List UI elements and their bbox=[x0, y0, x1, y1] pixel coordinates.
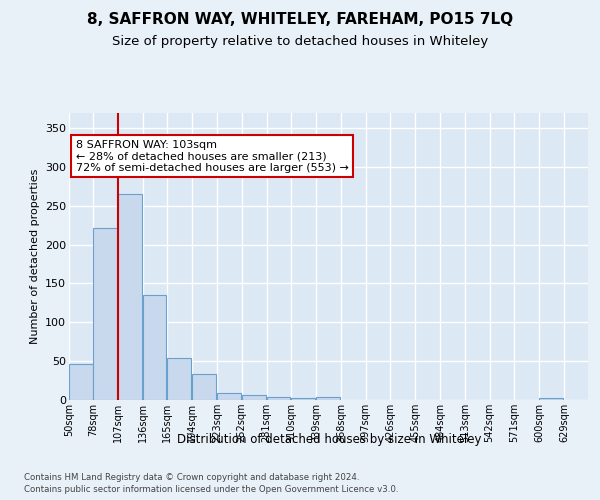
Bar bbox=[242, 396, 266, 400]
Y-axis label: Number of detached properties: Number of detached properties bbox=[29, 168, 40, 344]
Text: Distribution of detached houses by size in Whiteley: Distribution of detached houses by size … bbox=[176, 432, 481, 446]
Bar bbox=[316, 397, 340, 400]
Text: Size of property relative to detached houses in Whiteley: Size of property relative to detached ho… bbox=[112, 35, 488, 48]
Bar bbox=[539, 398, 563, 400]
Text: Contains HM Land Registry data © Crown copyright and database right 2024.: Contains HM Land Registry data © Crown c… bbox=[24, 472, 359, 482]
Text: 8 SAFFRON WAY: 103sqm
← 28% of detached houses are smaller (213)
72% of semi-det: 8 SAFFRON WAY: 103sqm ← 28% of detached … bbox=[76, 140, 349, 173]
Bar bbox=[292, 398, 315, 400]
Bar bbox=[118, 194, 142, 400]
Bar bbox=[217, 393, 241, 400]
Bar bbox=[192, 374, 216, 400]
Bar bbox=[266, 397, 290, 400]
Bar bbox=[93, 228, 117, 400]
Bar bbox=[143, 295, 166, 400]
Bar bbox=[69, 364, 93, 400]
Text: 8, SAFFRON WAY, WHITELEY, FAREHAM, PO15 7LQ: 8, SAFFRON WAY, WHITELEY, FAREHAM, PO15 … bbox=[87, 12, 513, 28]
Bar bbox=[167, 358, 191, 400]
Text: Contains public sector information licensed under the Open Government Licence v3: Contains public sector information licen… bbox=[24, 485, 398, 494]
